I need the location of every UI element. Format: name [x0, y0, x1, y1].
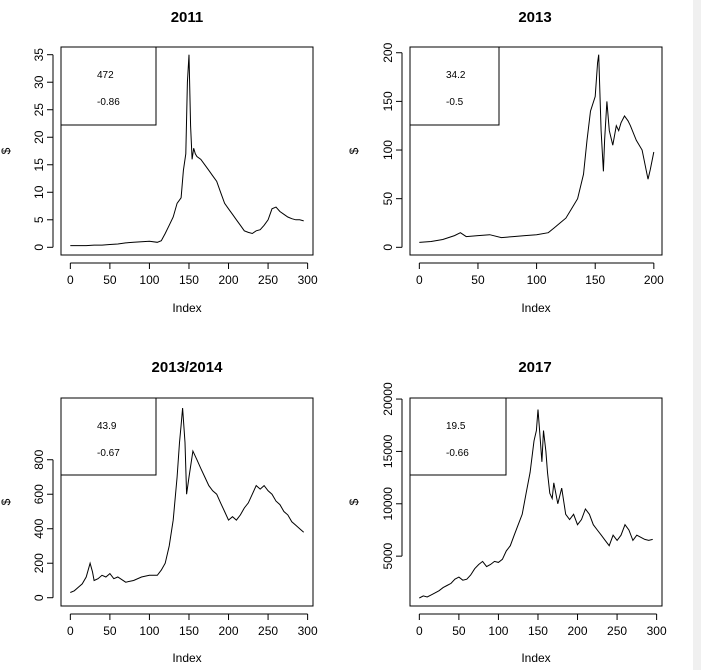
x-tick-label: 100: [139, 273, 159, 287]
y-tick-label: 0: [381, 244, 395, 251]
chart-panel-2011: 2011 0 50 100 150 200 250 300 Index 0 5 10 15 20 25 30 3…: [0, 9, 318, 315]
window-right-edge: [693, 0, 701, 670]
legend-box: [61, 398, 156, 475]
x-tick-label: 0: [67, 273, 74, 287]
x-tick-label: 50: [471, 273, 485, 287]
y-tick-label: 15: [32, 158, 46, 172]
x-tick-label: 300: [298, 624, 318, 638]
legend-box: [410, 47, 499, 125]
legend-value: 19.5: [446, 421, 466, 432]
y-tick-label: 800: [32, 449, 46, 469]
y-axis-label: $: [0, 498, 13, 505]
x-tick-label: 200: [644, 273, 664, 287]
y-axis-label: $: [0, 147, 13, 154]
x-tick-label: 150: [528, 624, 548, 638]
x-tick-label: 150: [179, 624, 199, 638]
chart-panel-2013: 2013 0 50 100 150 200 Index 0 50 100 150 200 $34.2 -0…: [347, 9, 664, 315]
x-tick-label: 0: [416, 273, 423, 287]
y-tick-label: 0: [32, 244, 46, 251]
y-tick-label: 25: [32, 103, 46, 117]
y-tick-label: 5: [32, 216, 46, 223]
legend-box: [61, 47, 156, 125]
y-tick-label: 50: [381, 192, 395, 206]
legend-value: 472: [97, 70, 114, 81]
y-tick-label: 400: [32, 518, 46, 538]
y-tick-label: 200: [32, 553, 46, 573]
x-tick-label: 200: [219, 624, 239, 638]
legend-value: -0.67: [97, 448, 120, 459]
x-tick-label: 250: [258, 273, 278, 287]
y-tick-label: 600: [32, 484, 46, 504]
y-tick-label: 30: [32, 75, 46, 89]
x-tick-label: 50: [452, 624, 466, 638]
x-axis-label: Index: [521, 651, 550, 665]
x-tick-label: 50: [103, 273, 117, 287]
x-tick-label: 300: [647, 624, 667, 638]
x-axis-label: Index: [172, 651, 201, 665]
y-tick-label: 35: [32, 48, 46, 62]
x-tick-label: 100: [139, 624, 159, 638]
chart-title: 2017: [518, 359, 551, 376]
x-tick-label: 150: [585, 273, 605, 287]
legend-value: 34.2: [446, 70, 466, 81]
y-tick-label: 200: [381, 42, 395, 62]
x-tick-label: 250: [258, 624, 278, 638]
y-tick-label: 20: [32, 130, 46, 144]
x-tick-label: 300: [298, 273, 318, 287]
x-tick-label: 200: [568, 624, 588, 638]
x-tick-label: 0: [416, 624, 423, 638]
y-axis-label: $: [347, 147, 361, 154]
chart-title: 2013/2014: [152, 359, 224, 376]
x-tick-label: 100: [488, 624, 508, 638]
legend-value: 43.9: [97, 421, 117, 432]
y-tick-label: 10000: [381, 487, 395, 521]
x-axis-label: Index: [521, 301, 550, 315]
y-tick-label: 150: [381, 91, 395, 111]
x-tick-label: 50: [103, 624, 117, 638]
y-tick-label: 100: [381, 140, 395, 160]
x-tick-label: 250: [607, 624, 627, 638]
x-tick-label: 100: [527, 273, 547, 287]
y-tick-label: 15000: [381, 434, 395, 468]
x-tick-label: 150: [179, 273, 199, 287]
x-tick-label: 0: [67, 624, 74, 638]
legend-value: -0.66: [446, 448, 469, 459]
x-axis-label: Index: [172, 301, 201, 315]
chart-title: 2011: [171, 9, 204, 26]
chart-title: 2013: [518, 9, 551, 26]
legend-box: [410, 398, 506, 475]
y-tick-label: 0: [32, 594, 46, 601]
y-tick-label: 5000: [381, 542, 395, 569]
chart-panel-2013-2014: 2013/2014 0 50 100 150 200 250 300 Index 0 200 400 6…: [0, 359, 318, 665]
y-tick-label: 10: [32, 185, 46, 199]
legend-value: -0.5: [446, 97, 464, 108]
x-tick-label: 200: [219, 273, 239, 287]
y-axis-label: $: [347, 498, 361, 505]
y-tick-label: 20000: [381, 382, 395, 416]
legend-value: -0.86: [97, 97, 120, 108]
chart-panel-2017: 2017 0 50 100 150 200 250 300 Index 5000 10000 1500…: [347, 359, 667, 665]
